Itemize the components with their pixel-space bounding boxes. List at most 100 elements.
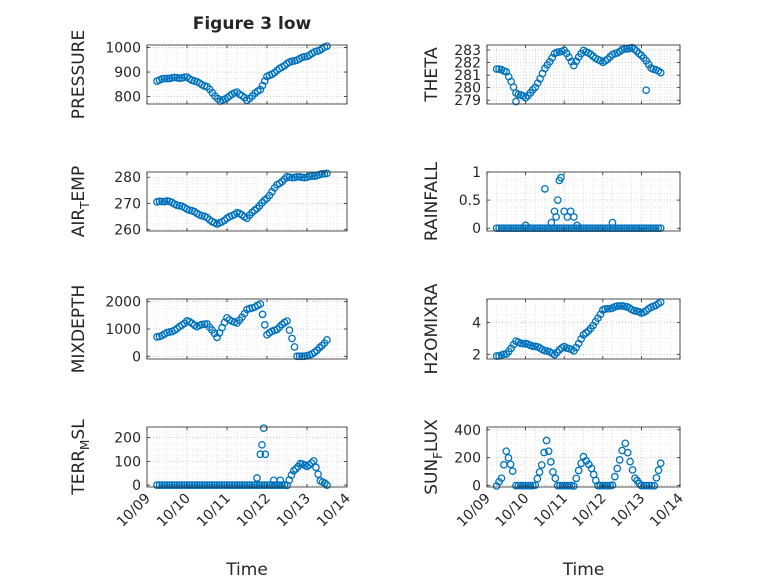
data-point <box>323 169 331 178</box>
data-point <box>198 320 206 329</box>
data-point <box>323 481 331 489</box>
data-point <box>292 465 300 473</box>
data-point <box>163 481 171 489</box>
data-point <box>572 343 581 352</box>
data-point <box>569 482 578 490</box>
data-point <box>528 342 537 351</box>
y-label-subscript: F <box>431 452 445 459</box>
y-label-tail: EMP <box>69 166 89 202</box>
data-point <box>268 187 276 196</box>
y-label-main: TERR <box>69 450 89 496</box>
data-point <box>603 481 612 490</box>
data-series <box>153 169 331 228</box>
data-point <box>506 460 515 469</box>
data-point <box>504 454 513 462</box>
data-point <box>275 481 284 489</box>
data-point <box>596 481 605 490</box>
data-point <box>508 467 517 476</box>
data-point <box>553 196 562 204</box>
data-point <box>521 481 530 490</box>
x-tick-label: 10/13 <box>274 491 314 531</box>
data-point <box>268 481 276 489</box>
y-tick-label: 283 <box>454 43 481 59</box>
data-point <box>500 460 508 469</box>
data-point <box>205 481 214 489</box>
x-axis-label: Time <box>562 560 605 580</box>
y-axis-label: H2OMIXRA <box>422 283 442 374</box>
y-axis-label: RAINFALL <box>422 161 442 241</box>
y-tick-label: 0 <box>472 221 481 237</box>
y-axis-label: AIRTEMP <box>69 166 92 237</box>
figure-title: Figure 3 low <box>193 14 312 34</box>
data-point <box>293 173 301 181</box>
data-point <box>320 479 329 487</box>
data-point <box>594 481 602 490</box>
data-point <box>615 302 624 310</box>
panel-terr-msl: 0 100 200 10/09 10/10 10/11 10/12 10/13 10/14 Tim… <box>69 419 354 580</box>
data-point <box>158 481 166 489</box>
y-tick-label: 0.5 <box>459 193 481 209</box>
data-point <box>642 481 651 490</box>
data-point <box>598 481 607 490</box>
y-label-main: SUN <box>422 459 442 495</box>
x-axis-label: Time <box>225 560 268 580</box>
panel-h2omixra: 2 4 H2OMIXRA <box>422 283 681 375</box>
x-tick-label: 10/14 <box>314 490 354 530</box>
data-point <box>308 172 316 180</box>
y-tick-label: 280 <box>114 170 141 186</box>
data-point <box>238 481 246 489</box>
data-point <box>230 481 239 489</box>
x-tick-label: 10/09 <box>454 491 494 531</box>
data-point <box>544 447 553 456</box>
data-point <box>289 466 298 475</box>
data-point <box>628 466 637 474</box>
data-point <box>287 471 296 479</box>
data-point <box>270 481 279 489</box>
data-point <box>293 352 301 361</box>
data-point <box>260 77 269 85</box>
data-point <box>502 447 511 456</box>
data-point <box>193 481 201 489</box>
data-point <box>565 481 574 490</box>
data-point <box>572 474 581 483</box>
data-point <box>285 326 294 334</box>
data-point <box>569 213 578 221</box>
data-point <box>220 481 229 489</box>
data-point <box>647 481 656 490</box>
y-tick-label: 4 <box>472 316 481 332</box>
panel-mixdepth: 0 1000 2000 MIXDEPTH <box>69 285 348 373</box>
x-tick-label: 10/12 <box>570 491 610 531</box>
data-point <box>512 97 520 106</box>
data-point <box>574 466 583 475</box>
data-point <box>153 481 161 489</box>
data-point <box>566 207 575 216</box>
data-point <box>623 448 632 457</box>
data-series <box>153 424 331 490</box>
data-point <box>200 481 209 489</box>
data-point <box>516 481 525 490</box>
data-point <box>514 481 523 490</box>
data-point <box>613 302 622 310</box>
data-point <box>603 55 612 64</box>
data-point <box>535 468 544 476</box>
data-point <box>621 439 630 448</box>
data-point <box>276 476 285 485</box>
data-point <box>170 481 179 489</box>
data-point <box>259 424 268 433</box>
y-tick-label: 800 <box>114 90 141 106</box>
data-point <box>223 481 231 489</box>
data-point <box>551 474 560 483</box>
data-point <box>255 481 264 489</box>
data-point <box>290 343 299 351</box>
data-point <box>549 468 557 476</box>
data-point <box>531 481 540 490</box>
data-point <box>577 335 585 343</box>
data-point <box>155 197 164 206</box>
data-point <box>562 49 571 58</box>
data-point <box>248 481 256 489</box>
data-point <box>637 481 646 490</box>
data-point <box>190 481 199 489</box>
y-label-tail: LUX <box>422 419 442 452</box>
